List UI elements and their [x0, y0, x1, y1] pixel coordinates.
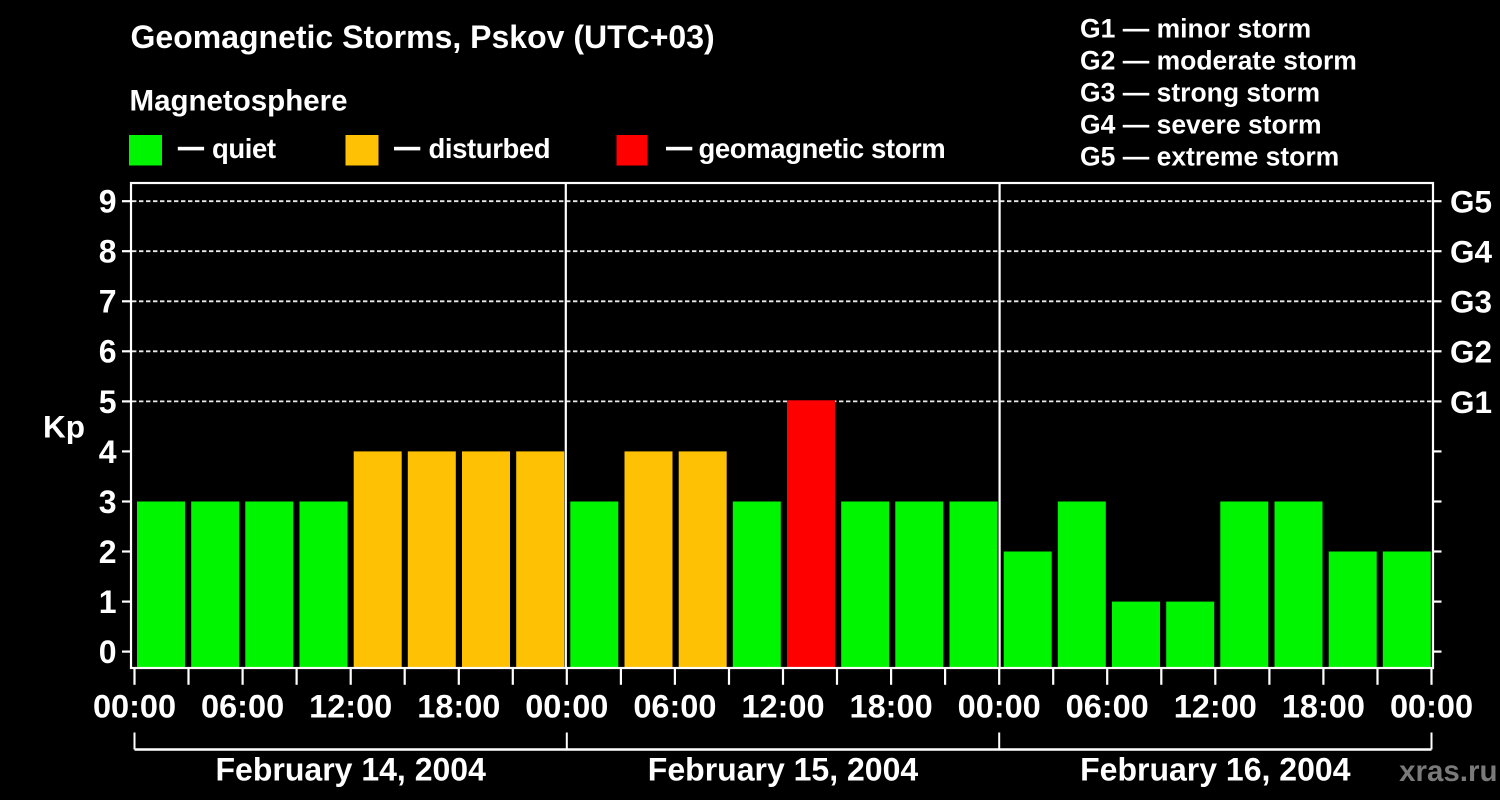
svg-text:00:00: 00:00: [93, 688, 176, 724]
svg-text:G3 — strong storm: G3 — strong storm: [1080, 77, 1320, 107]
svg-text:4: 4: [99, 434, 117, 470]
svg-text:5: 5: [99, 384, 117, 420]
svg-text:G4: G4: [1450, 234, 1493, 270]
svg-text:Magnetosphere: Magnetosphere: [130, 85, 348, 118]
svg-text:00:00: 00:00: [525, 688, 608, 724]
svg-text:G5: G5: [1450, 184, 1492, 220]
svg-text:February 15, 2004: February 15, 2004: [648, 752, 919, 788]
svg-text:G5 — extreme storm: G5 — extreme storm: [1080, 141, 1339, 171]
svg-text:xras.ru: xras.ru: [1399, 755, 1497, 788]
svg-text:12:00: 12:00: [1174, 688, 1257, 724]
svg-text:Kp: Kp: [43, 409, 85, 445]
svg-text:00:00: 00:00: [958, 688, 1041, 724]
svg-text:G1 — minor storm: G1 — minor storm: [1080, 13, 1311, 43]
svg-text:06:00: 06:00: [1066, 688, 1149, 724]
svg-text:February 14, 2004: February 14, 2004: [216, 752, 487, 788]
svg-text:12:00: 12:00: [741, 688, 824, 724]
svg-text:G1: G1: [1450, 384, 1492, 420]
svg-text:06:00: 06:00: [633, 688, 716, 724]
svg-text:8: 8: [99, 234, 117, 270]
svg-text:0: 0: [99, 634, 117, 670]
svg-text:G3: G3: [1450, 284, 1492, 320]
svg-text:Geomagnetic Storms, Pskov (UTC: Geomagnetic Storms, Pskov (UTC+03): [131, 19, 715, 55]
svg-text:disturbed: disturbed: [429, 133, 551, 164]
svg-text:3: 3: [99, 484, 117, 520]
svg-text:7: 7: [99, 284, 117, 320]
svg-text:quiet: quiet: [212, 133, 276, 164]
svg-text:2: 2: [99, 534, 117, 570]
svg-text:G2: G2: [1450, 334, 1492, 370]
svg-text:12:00: 12:00: [309, 688, 392, 724]
svg-text:February 16, 2004: February 16, 2004: [1080, 752, 1351, 788]
svg-text:G2 — moderate storm: G2 — moderate storm: [1080, 45, 1357, 75]
svg-text:1: 1: [99, 584, 117, 620]
svg-text:18:00: 18:00: [850, 688, 933, 724]
svg-text:00:00: 00:00: [1390, 688, 1473, 724]
svg-text:6: 6: [99, 334, 117, 370]
svg-text:geomagnetic storm: geomagnetic storm: [699, 133, 946, 164]
svg-text:9: 9: [99, 184, 117, 220]
svg-text:18:00: 18:00: [417, 688, 500, 724]
svg-text:18:00: 18:00: [1282, 688, 1365, 724]
svg-text:06:00: 06:00: [201, 688, 284, 724]
svg-text:G4 — severe storm: G4 — severe storm: [1080, 109, 1322, 139]
